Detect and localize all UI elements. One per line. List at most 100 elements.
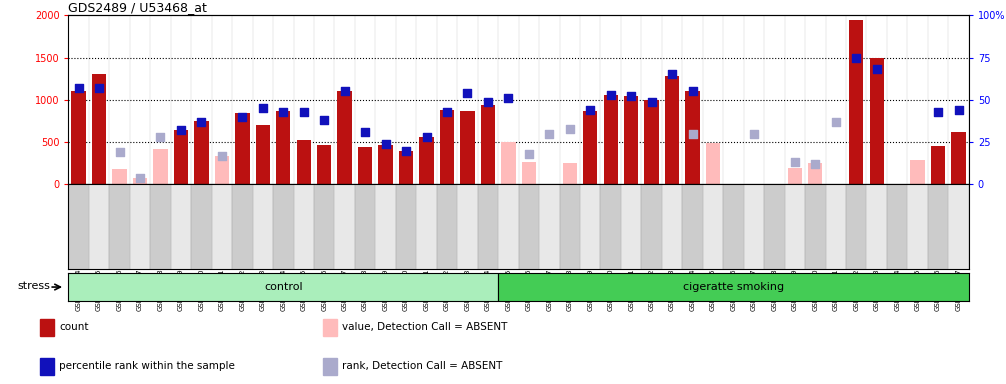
Bar [174, 130, 188, 184]
Bar [805, 184, 826, 269]
Bar [461, 111, 475, 184]
Text: rank, Detection Call = ABSENT: rank, Detection Call = ABSENT [342, 361, 503, 371]
Bar [765, 184, 785, 269]
Point [623, 93, 639, 99]
Point [357, 129, 373, 135]
Bar [191, 184, 211, 269]
Bar [665, 76, 679, 184]
Bar [562, 163, 576, 184]
Bar [256, 125, 270, 184]
Bar [604, 95, 618, 184]
Bar [682, 184, 703, 269]
Bar [826, 184, 846, 269]
Bar [703, 184, 723, 269]
Bar [378, 145, 392, 184]
Point [644, 98, 660, 104]
Bar [519, 184, 539, 269]
Bar [232, 184, 253, 269]
Bar [253, 184, 273, 269]
Bar [621, 184, 642, 269]
Bar [743, 184, 765, 269]
Point [173, 127, 189, 133]
Bar [559, 184, 580, 269]
Bar [907, 184, 928, 269]
Point [868, 66, 884, 73]
Bar [113, 169, 127, 184]
Point [745, 131, 762, 137]
Point [234, 114, 250, 120]
Bar [150, 184, 171, 269]
Bar [910, 160, 925, 184]
Bar [869, 58, 884, 184]
Bar [866, 184, 887, 269]
Bar [40, 358, 53, 375]
Bar [849, 20, 863, 184]
Point [848, 55, 864, 61]
Bar [334, 184, 355, 269]
Bar [273, 184, 294, 269]
Bar [440, 110, 454, 184]
Point [603, 92, 619, 98]
Bar [317, 146, 331, 184]
Bar [846, 184, 866, 269]
Bar [723, 184, 743, 269]
Bar [931, 146, 946, 184]
Bar [788, 168, 802, 184]
Point [337, 88, 353, 94]
Point [582, 107, 599, 113]
Text: percentile rank within the sample: percentile rank within the sample [59, 361, 235, 371]
Bar [583, 111, 598, 184]
Bar [706, 143, 720, 184]
Point [132, 174, 148, 180]
Bar [130, 184, 150, 269]
Text: stress: stress [17, 281, 50, 291]
Bar [323, 319, 337, 336]
Bar [580, 184, 601, 269]
Bar [171, 184, 191, 269]
Bar [416, 184, 437, 269]
Bar [235, 113, 249, 184]
Bar [645, 100, 659, 184]
Bar [276, 111, 291, 184]
Point [541, 131, 557, 137]
Bar [323, 358, 337, 375]
Point [664, 71, 680, 78]
Text: cigeratte smoking: cigeratte smoking [683, 282, 784, 292]
Text: count: count [59, 322, 89, 332]
Bar [68, 273, 498, 301]
Point [316, 117, 332, 123]
Bar [399, 151, 413, 184]
Bar [949, 184, 969, 269]
Point [112, 149, 128, 155]
Bar [642, 184, 662, 269]
Bar [89, 184, 110, 269]
Point [828, 119, 844, 125]
Bar [501, 142, 515, 184]
Text: control: control [264, 282, 303, 292]
Point [214, 152, 230, 159]
Bar [928, 184, 949, 269]
Bar [40, 319, 53, 336]
Point [418, 134, 435, 140]
Bar [294, 184, 314, 269]
Bar [539, 184, 559, 269]
Bar [481, 105, 495, 184]
Point [684, 131, 700, 137]
Point [951, 107, 967, 113]
Point [398, 147, 414, 154]
Bar [478, 184, 498, 269]
Point [377, 141, 393, 147]
Point [684, 88, 700, 94]
Point [296, 109, 312, 115]
Bar [662, 184, 682, 269]
Bar [297, 139, 311, 184]
Bar [68, 184, 89, 269]
Point [70, 85, 87, 91]
Point [255, 105, 271, 111]
Bar [457, 184, 478, 269]
Point [480, 98, 496, 104]
Bar [133, 177, 147, 184]
Bar [194, 121, 208, 184]
Text: GDS2489 / U53468_at: GDS2489 / U53468_at [68, 1, 207, 14]
Bar [110, 184, 130, 269]
